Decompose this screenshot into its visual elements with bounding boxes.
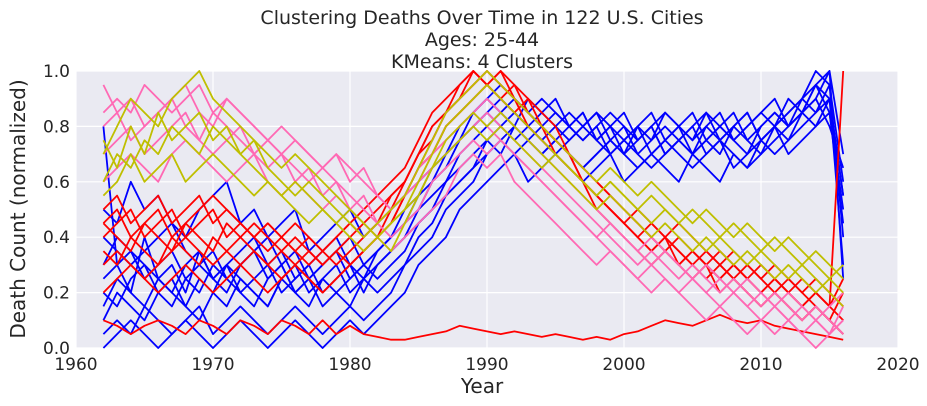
x-tick-label: 1960 [54, 355, 97, 375]
x-tick-label: 1980 [328, 355, 371, 375]
series-line-cluster-4 [102, 125, 844, 280]
y-tick-label: 0.2 [43, 284, 70, 304]
x-tick-label: 2020 [876, 355, 919, 375]
y-tick-label: 0.4 [43, 228, 70, 248]
y-tick-label: 0.8 [43, 117, 70, 137]
x-tick-label: 1990 [465, 355, 508, 375]
series-line-cluster-1 [102, 70, 845, 308]
y-tick-label: 0.6 [43, 173, 70, 193]
x-tick-labels: 1960 1970 1980 1990 2000 2010 2020 [54, 355, 919, 375]
chart-title-line-2: Ages: 25-44 [425, 29, 539, 51]
chart-title-line-3: KMeans: 4 Clusters [391, 51, 573, 73]
x-tick-label: 2000 [602, 355, 645, 375]
x-tick-label: 2010 [739, 355, 782, 375]
series-layer [102, 70, 845, 349]
series-line-cluster-3 [102, 139, 844, 349]
y-tick-label: 1.0 [43, 62, 70, 82]
chart-title-line-1: Clustering Deaths Over Time in 122 U.S. … [260, 7, 703, 29]
y-tick-labels: 0.0 0.2 0.4 0.6 0.8 1.0 [43, 62, 70, 359]
chart-title-group: Clustering Deaths Over Time in 122 U.S. … [260, 7, 703, 73]
series-line-cluster-4 [102, 70, 844, 280]
x-axis-label: Year [460, 374, 504, 398]
x-tick-label: 1970 [191, 355, 234, 375]
y-tick-label: 0.0 [43, 339, 70, 359]
series-line-cluster-2 [103, 313, 844, 341]
series-line-cluster-4 [102, 111, 844, 294]
y-axis-label: Death Count (normalized) [6, 79, 30, 338]
